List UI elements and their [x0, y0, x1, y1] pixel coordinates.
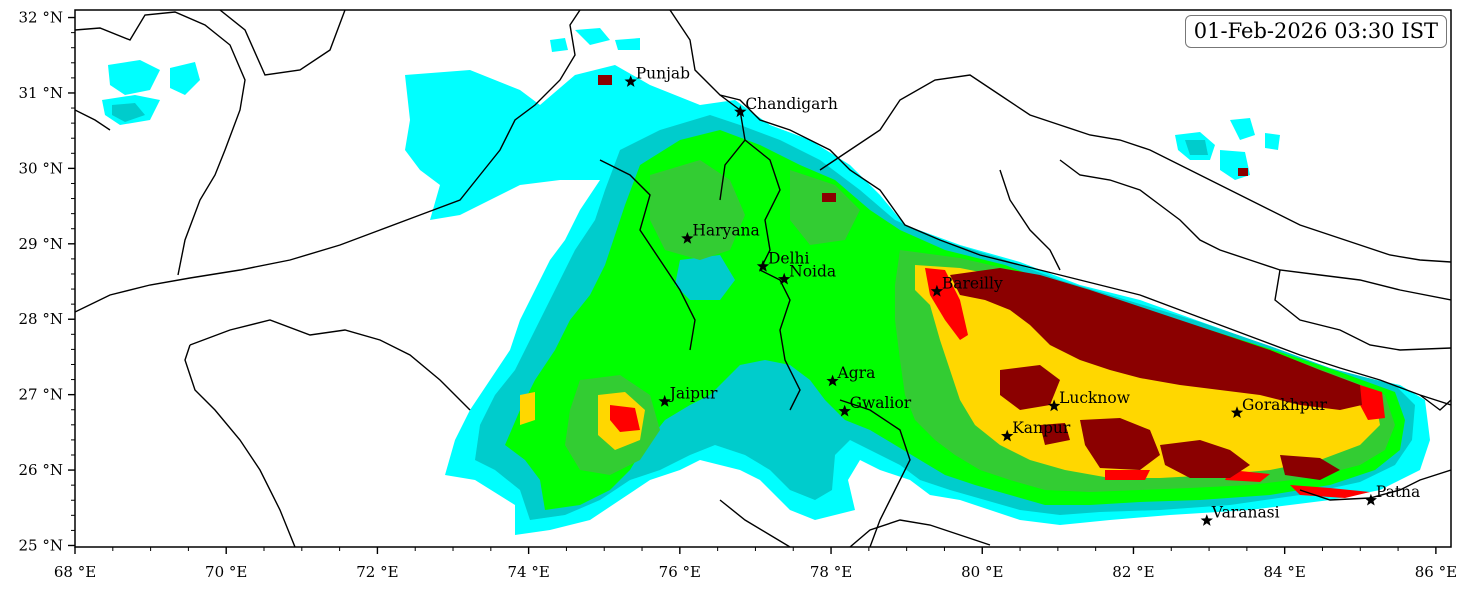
city-marker: Delhi: [756, 249, 810, 272]
star-icon: [1230, 406, 1244, 418]
city-label: Bareilly: [942, 274, 1003, 292]
minor-ticks: [71, 32, 1399, 551]
y-tick-label: 25 °N: [19, 536, 63, 554]
city-label: Patna: [1376, 483, 1420, 501]
precip-level-6: [610, 268, 1385, 498]
city-label: Haryana: [692, 222, 759, 240]
city-marker: Gorakhpur: [1230, 396, 1328, 418]
star-icon: [930, 284, 944, 297]
star-icon: [734, 105, 747, 118]
city-label: Noida: [789, 262, 836, 280]
city-marker: Haryana: [681, 222, 760, 244]
city-marker: Punjab: [624, 65, 690, 87]
x-tick-label: 74 °E: [507, 563, 549, 581]
star-icon: [1047, 399, 1061, 412]
y-tick-label: 29 °N: [19, 235, 63, 253]
city-marker: Varanasi: [1200, 504, 1280, 526]
x-tick-label: 76 °E: [659, 563, 701, 581]
city-marker: Agra: [826, 364, 876, 387]
city-label: Punjab: [636, 65, 690, 83]
city-marker: Lucknow: [1047, 389, 1131, 412]
x-tick-label: 86 °E: [1415, 563, 1457, 581]
star-icon: [778, 272, 791, 285]
x-tick-label: 72 °E: [356, 563, 398, 581]
star-icon: [838, 404, 851, 417]
precip-level-7: [598, 75, 1362, 480]
x-tick-label: 78 °E: [810, 563, 852, 581]
city-marker: Noida: [778, 262, 836, 285]
city-label: Varanasi: [1211, 504, 1280, 522]
city-label: Chandigarh: [745, 95, 838, 113]
star-icon: [1364, 493, 1377, 506]
x-tick-label: 82 °E: [1112, 563, 1154, 581]
y-tick-label: 27 °N: [19, 386, 63, 404]
city-label: Jaipur: [668, 384, 718, 402]
star-icon: [681, 232, 694, 244]
x-tick-label: 68 °E: [54, 563, 96, 581]
x-tick-label: 70 °E: [205, 563, 247, 581]
city-label: Gwalior: [850, 394, 912, 412]
city-marker: Bareilly: [930, 274, 1003, 297]
city-marker: Kanpur: [1001, 419, 1071, 442]
timestamp-box: 01-Feb-2026 03:30 IST: [1184, 15, 1447, 48]
city-marker: Chandigarh: [734, 95, 838, 118]
city-marker: Jaipur: [658, 384, 718, 407]
y-axis: 25 °N 26 °N 27 °N 28 °N 29 °N 30 °N 31 °N 32 °N: [19, 9, 75, 554]
y-tick-label: 31 °N: [19, 84, 63, 102]
y-tick-label: 30 °N: [19, 159, 63, 177]
y-tick-label: 32 °N: [19, 9, 63, 27]
city-marker: Patna: [1364, 483, 1420, 506]
precipitation-layer: [102, 28, 1430, 535]
star-icon: [826, 374, 839, 387]
boundary-lines: [75, 10, 1451, 547]
city-label: Lucknow: [1059, 389, 1131, 407]
plot-frame: [74, 9, 1452, 548]
x-axis: 68 °E 70 °E 72 °E 74 °E 76 °E 78 °E 80 °E 82 °E…: [54, 547, 1457, 581]
star-icon: [756, 259, 770, 272]
city-label: Gorakhpur: [1242, 396, 1328, 414]
timestamp-label: 01-Feb-2026 03:30 IST: [1193, 19, 1438, 43]
x-tick-label: 84 °E: [1264, 563, 1306, 581]
star-icon: [1200, 514, 1213, 526]
y-tick-label: 26 °N: [19, 461, 63, 479]
star-icon: [1001, 429, 1014, 442]
x-tick-label: 80 °E: [961, 563, 1003, 581]
star-icon: [658, 394, 671, 407]
city-label: Kanpur: [1012, 419, 1071, 437]
y-tick-label: 28 °N: [19, 310, 63, 328]
star-icon: [624, 75, 637, 87]
city-marker: Gwalior: [838, 394, 912, 417]
city-label: Delhi: [768, 249, 810, 267]
city-label: Agra: [837, 364, 876, 382]
